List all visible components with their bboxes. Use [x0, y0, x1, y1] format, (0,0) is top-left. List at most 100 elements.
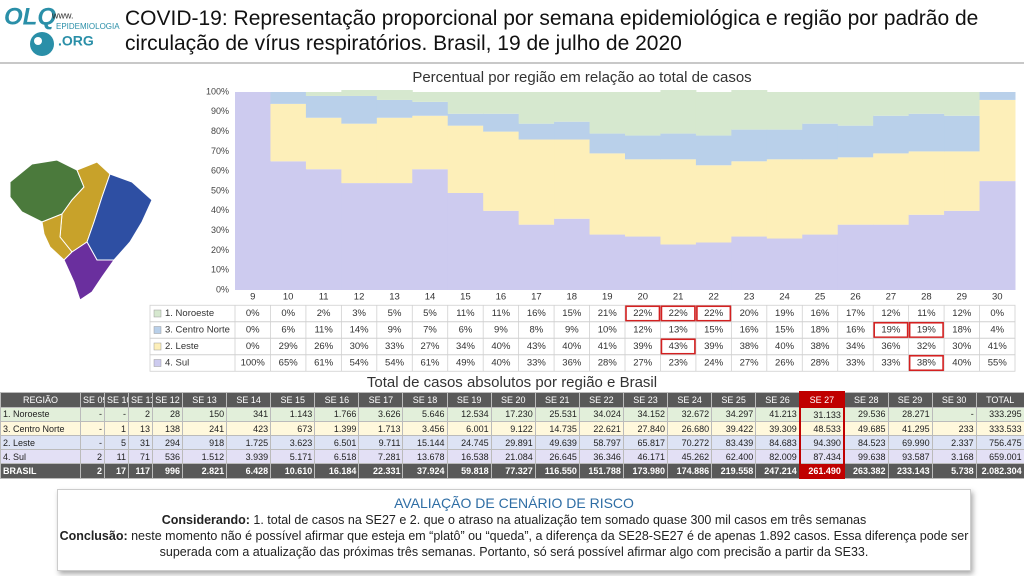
x-tick-label: 23 — [744, 292, 755, 303]
considering-label: Considerando: — [161, 513, 250, 527]
table-cell: 3.168 — [931, 449, 977, 464]
y-tick-label: 10% — [211, 265, 229, 275]
table-cell: - — [80, 406, 105, 422]
table-cell: 59.818 — [446, 463, 492, 479]
data-label: 54% — [385, 358, 405, 369]
area-step — [944, 151, 981, 211]
logo-name: EPIDEMIOLOGIA — [56, 22, 120, 31]
table-cell: 151.788 — [578, 463, 624, 479]
x-tick-label: 16 — [496, 292, 507, 303]
table-cell: 14.735 — [534, 421, 580, 436]
data-label: 6% — [281, 325, 295, 336]
data-label: 0% — [246, 308, 260, 319]
legend-swatch — [153, 326, 162, 334]
table-cell: 69.990 — [887, 435, 933, 450]
legend-swatch — [153, 359, 162, 367]
header-cell: SE 09 — [80, 391, 105, 408]
data-label: 18% — [952, 325, 972, 336]
table-cell: 5.171 — [270, 449, 316, 464]
table-cell: 1.512 — [181, 449, 228, 464]
highlight-box — [660, 338, 696, 355]
area-step — [979, 181, 1016, 290]
area-step — [802, 159, 839, 235]
area-step — [554, 121, 591, 140]
data-label: 19% — [917, 325, 937, 336]
data-label: 33% — [527, 358, 547, 369]
logo-domain: .ORG — [58, 33, 94, 49]
data-label: 100% — [241, 358, 266, 369]
data-label: 33% — [846, 358, 866, 369]
area-step — [412, 101, 449, 116]
area-step — [341, 183, 378, 290]
legend-label: 1. Noroeste — [165, 308, 214, 319]
data-label: 40% — [491, 358, 511, 369]
table-cell: 24.745 — [446, 435, 492, 450]
header-cell: SE 11 — [128, 391, 153, 408]
table-cell: 17 — [104, 463, 129, 479]
area-step — [447, 113, 484, 126]
area-step — [837, 224, 874, 290]
data-label: 15% — [562, 308, 582, 319]
data-label: 9% — [494, 325, 508, 336]
data-label: 23% — [669, 358, 689, 369]
table-cell: 39.309 — [755, 421, 801, 436]
area-step — [554, 92, 591, 122]
table-cell: 41.295 — [887, 421, 933, 436]
table-cell: 7.281 — [358, 449, 404, 464]
data-label: 26% — [775, 358, 795, 369]
table-cell: 49.639 — [534, 435, 580, 450]
table-cell: 36.346 — [578, 449, 624, 464]
area-step — [873, 153, 910, 225]
header-divider — [0, 62, 1024, 64]
header-cell: REGIÃO — [0, 391, 81, 408]
table-cell: 13 — [128, 421, 153, 436]
data-label: 12% — [952, 308, 972, 319]
table-cell: 28 — [152, 406, 183, 422]
table-cell: 32.672 — [667, 406, 713, 422]
area-step — [731, 161, 768, 237]
area-step — [447, 192, 484, 290]
data-label: 29% — [279, 341, 299, 352]
area-step — [837, 92, 874, 126]
table-cell: 3. Centro Norte — [0, 421, 81, 436]
data-label: 16% — [846, 325, 866, 336]
table-cell: 34.152 — [622, 406, 669, 422]
table-cell: 247.214 — [755, 463, 801, 479]
area-step — [412, 92, 449, 102]
area-step — [695, 165, 732, 243]
table-cell: 48.533 — [798, 421, 845, 436]
table-title: Total de casos absolutos por região e Br… — [366, 374, 658, 391]
x-tick-label: 27 — [886, 292, 897, 303]
header-cell: SE 22 — [578, 391, 624, 408]
table-cell: 2.337 — [931, 435, 977, 450]
data-label: 27% — [633, 358, 653, 369]
table-cell: 99.638 — [843, 449, 889, 464]
table-cell: 58.797 — [578, 435, 624, 450]
table-cell: - — [931, 406, 977, 422]
data-label: 30% — [350, 341, 370, 352]
table-cell: 261.490 — [798, 463, 845, 479]
table-cell: 6.501 — [314, 435, 360, 450]
data-label: 40% — [562, 341, 582, 352]
data-label: 39% — [704, 341, 724, 352]
table-cell: 29.536 — [843, 406, 889, 422]
conclusion-label: Conclusão: — [59, 529, 128, 543]
table-cell: 5 — [104, 435, 129, 450]
table-cell: 5.646 — [402, 406, 448, 422]
data-label: 12% — [881, 308, 901, 319]
area-step — [305, 117, 342, 170]
data-label: 20% — [740, 308, 760, 319]
table-cell: 49.685 — [843, 421, 889, 436]
data-label: 5% — [423, 308, 437, 319]
area-step — [447, 125, 484, 193]
data-label: 55% — [988, 358, 1008, 369]
data-label: 19% — [881, 325, 901, 336]
y-tick-label: 70% — [211, 146, 229, 156]
y-tick-label: 20% — [211, 245, 229, 255]
header-cell: SE 12 — [152, 391, 183, 408]
table-cell: 16.184 — [314, 463, 360, 479]
data-label: 16% — [810, 308, 830, 319]
area-step — [660, 244, 697, 290]
table-cell: 34.024 — [578, 406, 624, 422]
